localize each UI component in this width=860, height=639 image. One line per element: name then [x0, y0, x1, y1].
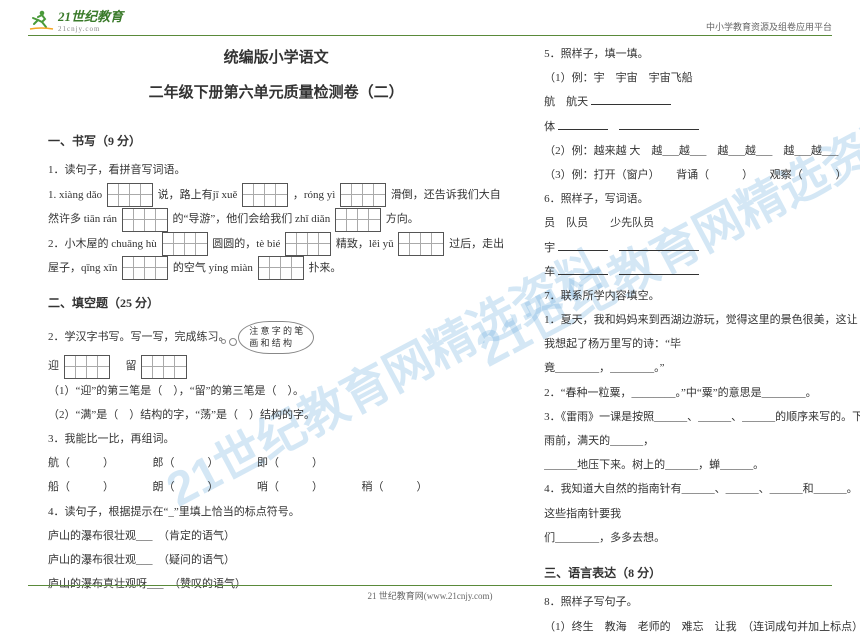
- q1-line3: 2．小木屋的 chuāng hù 圆圆的，tè bié 精致，lěi yǔ 过后…: [48, 232, 504, 256]
- q2-2: （2）“满”是（ ）结构的字，“荡”是（ ）结构的字。: [48, 403, 504, 427]
- blank: [558, 239, 608, 251]
- text: 屋子，qīng xīn: [48, 262, 117, 274]
- logo: 21世纪教育 21cnjy.com: [28, 6, 123, 33]
- bubble-line2: 画 和 结 构: [249, 338, 292, 348]
- text: 的空气 yíng miàn: [173, 262, 253, 274]
- text: 精致，lěi yǔ: [336, 238, 394, 250]
- q7-1b: 竟________，________。”: [544, 356, 860, 380]
- blank: [591, 93, 671, 105]
- section-1-head: 一、书写（9 分）: [48, 128, 504, 154]
- q6-3: 车: [544, 260, 860, 284]
- q7-3b: ______地压下来。树上的______，蝉______。: [544, 453, 860, 477]
- blank: [558, 118, 608, 130]
- text: 过后，走出: [449, 238, 504, 250]
- q7-4a: 4．我知道大自然的指南针有______、______、______和______…: [544, 477, 860, 525]
- pinyin-grid: [122, 208, 168, 232]
- content-area: 统编版小学语文 二年级下册第六单元质量检测卷（二） 一、书写（9 分） 1．读句…: [48, 42, 820, 580]
- pinyin-grid: [340, 183, 386, 207]
- text: 2．学汉字书写。写一写，完成练习。: [48, 331, 230, 343]
- blank: [558, 263, 608, 275]
- q5-2: （2）例：越来越 大 越___越___ 越___越___ 越___越___: [544, 139, 860, 163]
- main-title-1: 统编版小学语文: [48, 42, 504, 75]
- q5-3: （3）例：打开（窗户） 背诵（ ） 观察（ ）: [544, 163, 860, 187]
- q6: 6．照样子，写词语。: [544, 187, 860, 211]
- q6-2: 宇: [544, 236, 860, 260]
- pinyin-grid: [107, 183, 153, 207]
- q5-ti: 体: [544, 115, 860, 139]
- page-footer: 21 世纪教育网(www.21cnjy.com): [28, 585, 832, 602]
- text: 滑倒，还告诉我们大自: [391, 189, 501, 201]
- q7: 7．联系所学内容填空。: [544, 284, 860, 308]
- pinyin-grid: [162, 232, 208, 256]
- pinyin-grid: [258, 256, 304, 280]
- main-title-2: 二年级下册第六单元质量检测卷（二）: [48, 77, 504, 110]
- q6-1: 员 队员 少先队员: [544, 211, 860, 235]
- page-header: 21世纪教育 21cnjy.com 中小学教育资源及组卷应用平台: [28, 6, 832, 36]
- pinyin-grid: [285, 232, 331, 256]
- blank: [619, 263, 699, 275]
- q4-2: 庐山的瀑布很壮观___ （疑问的语气）: [48, 548, 504, 572]
- q5-1: （1）例：宇 宇宙 宇宙飞船: [544, 66, 860, 90]
- text: 航 航天: [544, 96, 588, 108]
- blank: [619, 118, 699, 130]
- text: ，róng yì: [293, 189, 335, 201]
- q7-4b: 们________，多多去想。: [544, 526, 860, 550]
- pinyin-grid: [335, 208, 381, 232]
- q5-hang: 航 航天: [544, 90, 860, 114]
- logo-brand: 21世纪教育: [58, 6, 123, 25]
- text: 车: [544, 266, 555, 278]
- q1-line2: 然许多 tiān rán 的“导游”，他们会给我们 zhǐ diǎn 方向。: [48, 207, 504, 231]
- q4: 4．读句子，根据提示在“_”里填上恰当的标点符号。: [48, 500, 504, 524]
- q3-l1: 航（ ） 郎（ ） 即（ ）: [48, 451, 504, 475]
- q7-2: 2．“春种一粒粟，________。”中“粟”的意思是________。: [544, 381, 860, 405]
- q2: 2．学汉字书写。写一写，完成练习。 注 意 字 的 笔 画 和 结 构: [48, 321, 504, 354]
- q1-line4: 屋子，qīng xīn 的空气 yíng miàn 扑来。: [48, 256, 504, 280]
- q7-3a: 3．《雷雨》一课是按照______、______、______的顺序来写的。下雨…: [544, 405, 860, 453]
- q5: 5．照样子，填一填。: [544, 42, 860, 66]
- text: 2．小木屋的 chuāng hù: [48, 238, 157, 250]
- q3: 3．我能比一比，再组词。: [48, 427, 504, 451]
- q7-1a: 1．夏天，我和妈妈来到西湖边游玩，觉得这里的景色很美，这让我想起了杨万里写的诗：…: [544, 308, 860, 356]
- bubble-line1: 注 意 字 的 笔: [249, 326, 303, 336]
- text: 圆圆的，tè bié: [212, 238, 280, 250]
- write-grid: [141, 355, 187, 379]
- logo-url: 21cnjy.com: [58, 25, 123, 33]
- text: 1. xiàng dǎo: [48, 189, 102, 201]
- q3-l2: 船（ ） 朗（ ） 哨（ ） 稍（ ）: [48, 475, 504, 499]
- text: 的“导游”，他们会给我们 zhǐ diǎn: [173, 213, 331, 225]
- section-3-head: 三、语言表达（8 分）: [544, 560, 860, 586]
- q1: 1．读句子，看拼音写词语。: [48, 158, 504, 182]
- runner-icon: [28, 9, 54, 31]
- hint-bubble: 注 意 字 的 笔 画 和 结 构: [238, 321, 314, 354]
- write-grid: [64, 355, 110, 379]
- text: 体: [544, 121, 555, 133]
- pinyin-grid: [122, 256, 168, 280]
- text: 说，路上有jī xuě: [158, 189, 238, 201]
- left-column: 统编版小学语文 二年级下册第六单元质量检测卷（二） 一、书写（9 分） 1．读句…: [48, 42, 504, 580]
- blank: [619, 239, 699, 251]
- section-2-head: 二、填空题（25 分）: [48, 290, 504, 316]
- q4-1: 庐山的瀑布很壮观___ （肯定的语气）: [48, 524, 504, 548]
- text: 方向。: [386, 213, 419, 225]
- q2-1: （1）“迎”的第三笔是（ ），“留”的第三笔是（ ）。: [48, 379, 504, 403]
- text: 扑来。: [308, 262, 341, 274]
- header-right-text: 中小学教育资源及组卷应用平台: [706, 20, 832, 33]
- pinyin-grid: [242, 183, 288, 207]
- text: 宇: [544, 242, 555, 254]
- q8-1: （1）终生 教海 老师的 难忘 让我 （连词成句并加上标点）: [544, 615, 860, 639]
- text: 然许多 tiān rán: [48, 213, 117, 225]
- q1-line1: 1. xiàng dǎo 说，路上有jī xuě ，róng yì 滑倒，还告诉…: [48, 183, 504, 207]
- right-column: 5．照样子，填一填。 （1）例：宇 宇宙 宇宙飞船 航 航天 体 （2）例：越来…: [544, 42, 860, 580]
- pinyin-grid: [398, 232, 444, 256]
- q2-chars: 迎 留: [48, 354, 504, 378]
